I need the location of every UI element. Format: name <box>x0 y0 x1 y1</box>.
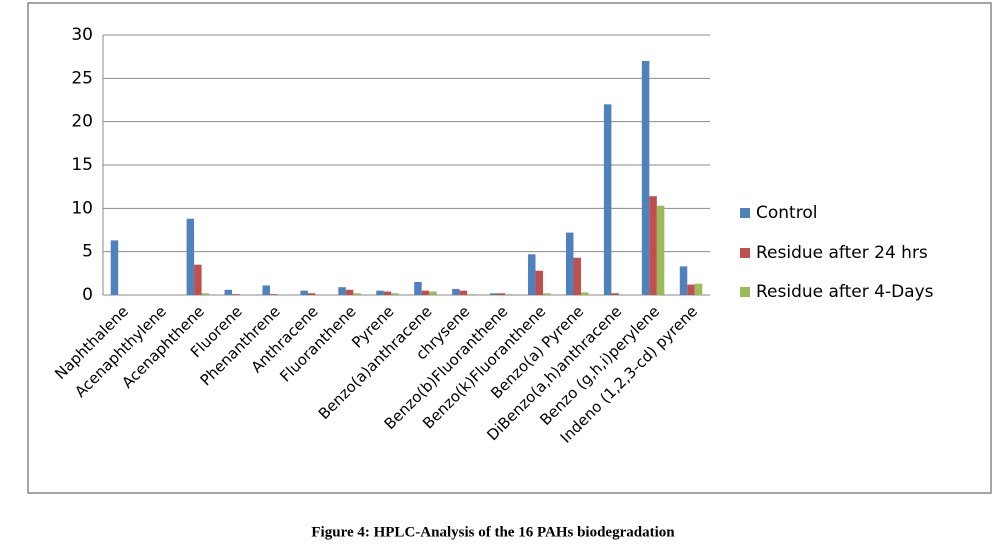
bar <box>543 293 551 295</box>
bar <box>535 270 544 295</box>
y-tick-label: 25 <box>71 68 93 88</box>
bar <box>345 289 354 295</box>
y-tick-label: 5 <box>82 242 93 262</box>
bar <box>391 293 399 295</box>
bar <box>269 294 278 295</box>
bar <box>353 293 361 295</box>
bar <box>376 290 384 295</box>
y-tick-label: 30 <box>71 25 93 45</box>
bar <box>694 283 703 295</box>
bar <box>565 232 574 295</box>
legend-label: Residue after 24 hrs <box>756 243 928 263</box>
bar <box>467 294 475 295</box>
bar <box>224 289 233 295</box>
bar <box>603 104 612 295</box>
bar <box>497 293 506 295</box>
bar <box>421 290 430 295</box>
bar <box>528 254 536 295</box>
y-tick-label: 20 <box>71 112 93 132</box>
bar <box>687 284 695 295</box>
bar <box>490 293 498 295</box>
bar <box>194 264 202 295</box>
bar <box>232 294 240 295</box>
bar <box>383 291 392 295</box>
bar <box>580 292 589 295</box>
legend-swatch <box>740 208 750 218</box>
y-tick-label: 10 <box>71 198 93 218</box>
bar <box>186 218 195 295</box>
bar <box>307 293 316 295</box>
bar <box>414 282 422 295</box>
bar <box>505 294 513 295</box>
bar <box>429 291 437 295</box>
y-tick-label: 0 <box>82 285 93 305</box>
bar <box>452 288 460 295</box>
legend-label: Residue after 4-Days <box>756 282 934 302</box>
bar <box>201 293 210 295</box>
y-tick-label: 15 <box>71 155 93 175</box>
caption: Figure 4: HPLC-Analysis of the 16 PAHs b… <box>311 524 675 540</box>
legend-swatch <box>740 248 750 258</box>
bar <box>338 287 346 295</box>
bar <box>611 293 619 295</box>
legend-swatch <box>740 287 750 297</box>
bar <box>110 240 119 295</box>
bar <box>649 196 657 295</box>
bar <box>641 61 650 295</box>
bar <box>262 285 270 295</box>
bar <box>656 205 665 295</box>
bar <box>300 290 308 295</box>
bar <box>679 266 688 295</box>
bar <box>459 290 468 295</box>
legend-label: Control <box>756 203 817 223</box>
bar <box>573 257 581 295</box>
